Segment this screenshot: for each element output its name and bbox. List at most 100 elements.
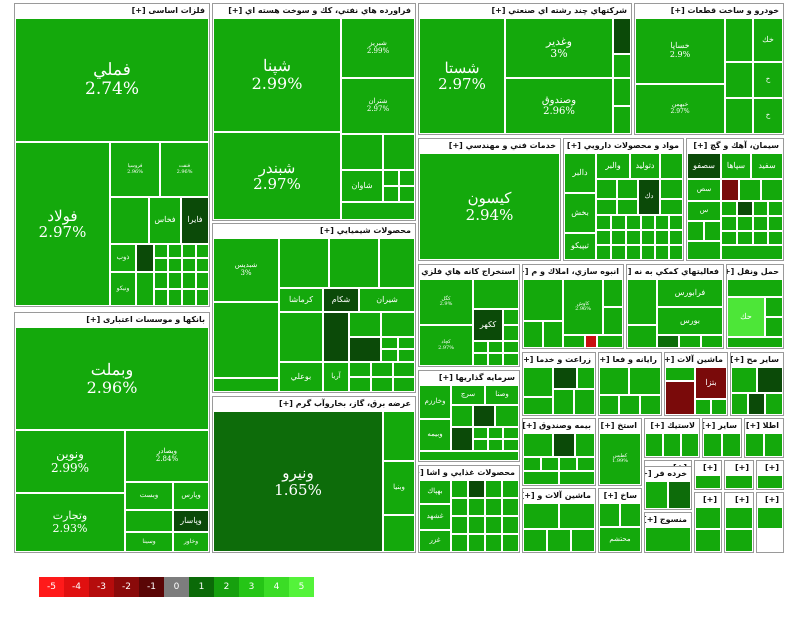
stock-tile[interactable] bbox=[725, 98, 753, 134]
stock-tile[interactable] bbox=[687, 241, 721, 260]
stock-tile[interactable] bbox=[523, 457, 541, 471]
stock-tile[interactable] bbox=[563, 335, 585, 348]
sector-basic-metals[interactable]: فلزات اساسی [+] فملي 2.74% فولاد 2.97% ف… bbox=[14, 3, 210, 307]
sector-engineering[interactable]: خدمات فني و مهندسي [+] كيسون 2.94% bbox=[418, 138, 561, 261]
stock-tile[interactable]: وسينا bbox=[125, 532, 173, 552]
stock-tile[interactable] bbox=[559, 503, 595, 529]
stock-tile[interactable] bbox=[213, 378, 279, 392]
stock-tile[interactable] bbox=[571, 529, 595, 552]
stock-tile[interactable]: فنفت 2.96% bbox=[160, 142, 209, 197]
stock-tile[interactable]: حك bbox=[727, 297, 765, 337]
stock-tile[interactable] bbox=[154, 289, 168, 306]
stock-tile[interactable] bbox=[182, 244, 196, 258]
stock-tile[interactable] bbox=[371, 377, 393, 392]
stock-tile[interactable]: وبست bbox=[125, 482, 173, 510]
stock-tile[interactable] bbox=[599, 395, 619, 415]
stock-tile[interactable] bbox=[468, 534, 485, 552]
stock-tile[interactable] bbox=[765, 317, 783, 337]
stock-tile[interactable] bbox=[574, 389, 595, 415]
stock-tile[interactable] bbox=[349, 362, 371, 377]
stock-tile[interactable] bbox=[679, 335, 701, 348]
stock-tile[interactable]: س bbox=[687, 201, 721, 221]
stock-tile[interactable] bbox=[768, 201, 783, 216]
stock-tile[interactable] bbox=[323, 312, 349, 362]
stock-tile[interactable] bbox=[655, 245, 669, 260]
stock-tile[interactable] bbox=[645, 433, 663, 457]
stock-tile[interactable] bbox=[731, 393, 748, 415]
stock-tile[interactable] bbox=[725, 475, 753, 489]
stock-tile[interactable] bbox=[640, 395, 661, 415]
stock-tile[interactable]: شاوان bbox=[341, 170, 383, 202]
stock-tile[interactable] bbox=[381, 312, 415, 337]
stock-tile[interactable] bbox=[721, 245, 783, 260]
sector-insurance[interactable]: بيمه وصندوق [+] bbox=[522, 418, 596, 486]
stock-tile[interactable] bbox=[665, 367, 695, 381]
sector-title[interactable]: محصولات غذايي و اشا [+] bbox=[419, 466, 519, 480]
stock-tile[interactable]: سصفو bbox=[687, 153, 721, 179]
stock-tile[interactable] bbox=[451, 534, 468, 552]
stock-tile[interactable] bbox=[341, 202, 415, 220]
stock-tile[interactable] bbox=[553, 367, 577, 389]
stock-tile[interactable] bbox=[502, 498, 519, 516]
stock-tile[interactable]: تيپيكو bbox=[564, 233, 596, 260]
stock-tile[interactable] bbox=[495, 405, 519, 427]
stock-tile[interactable] bbox=[523, 529, 547, 552]
sector-title[interactable]: رايانه و فعا [+] bbox=[599, 353, 661, 367]
stock-tile[interactable] bbox=[451, 516, 468, 534]
stock-tile[interactable] bbox=[620, 503, 641, 527]
stock-tile[interactable]: بوعلي bbox=[279, 362, 323, 392]
stock-tile[interactable] bbox=[379, 238, 415, 288]
stock-tile[interactable] bbox=[764, 433, 783, 457]
stock-tile[interactable]: وبنيا bbox=[383, 461, 415, 515]
sector-small[interactable]: [+] bbox=[724, 492, 754, 553]
stock-tile[interactable] bbox=[655, 230, 669, 245]
stock-tile[interactable]: شبريز 2.99% bbox=[341, 18, 415, 78]
stock-tile[interactable] bbox=[473, 279, 519, 309]
stock-tile[interactable] bbox=[669, 230, 683, 245]
sector-title[interactable]: زراعت و خدما [+] bbox=[523, 353, 595, 367]
sector-title[interactable]: لاستيك [+] bbox=[645, 419, 699, 433]
stock-tile[interactable]: ذوب bbox=[110, 244, 136, 272]
stock-tile[interactable] bbox=[468, 498, 485, 516]
stock-tile[interactable]: كيسون 2.94% bbox=[419, 153, 560, 260]
stock-tile[interactable] bbox=[488, 427, 503, 439]
stock-tile[interactable] bbox=[626, 230, 641, 245]
stock-tile[interactable]: بهپاك bbox=[419, 480, 451, 504]
sector-small[interactable]: [+] bbox=[756, 460, 784, 490]
stock-tile[interactable] bbox=[196, 258, 209, 272]
stock-tile[interactable]: فملي 2.74% bbox=[15, 18, 209, 142]
sector-title[interactable]: [+] bbox=[725, 493, 753, 507]
stock-tile[interactable] bbox=[502, 534, 519, 552]
stock-tile[interactable] bbox=[503, 439, 519, 451]
stock-tile[interactable] bbox=[196, 244, 209, 258]
sector-title[interactable]: خودرو و ساخت قطعات [+] bbox=[635, 4, 783, 18]
stock-tile[interactable]: شبندر 2.97% bbox=[213, 132, 341, 220]
stock-tile[interactable] bbox=[596, 179, 617, 199]
sector-title[interactable]: اطلا [+] bbox=[745, 419, 783, 433]
stock-tile[interactable] bbox=[727, 279, 783, 297]
stock-tile[interactable] bbox=[523, 321, 543, 348]
stock-tile[interactable] bbox=[541, 457, 559, 471]
stock-tile[interactable] bbox=[383, 515, 415, 552]
stock-tile[interactable] bbox=[473, 427, 488, 439]
stock-tile[interactable] bbox=[168, 272, 182, 289]
stock-tile[interactable] bbox=[665, 381, 695, 415]
stock-tile[interactable] bbox=[398, 349, 415, 362]
stock-tile[interactable]: شبديس 3% bbox=[213, 238, 279, 302]
stock-tile[interactable]: ككهر bbox=[473, 309, 503, 341]
stock-tile[interactable]: خك bbox=[753, 18, 783, 62]
stock-tile[interactable] bbox=[768, 231, 783, 245]
stock-tile[interactable] bbox=[485, 516, 502, 534]
stock-tile[interactable] bbox=[559, 457, 577, 471]
stock-tile[interactable] bbox=[668, 481, 691, 509]
stock-tile[interactable]: خساپا 2.9% bbox=[635, 18, 725, 84]
stock-tile[interactable] bbox=[596, 215, 611, 230]
stock-tile[interactable] bbox=[523, 471, 559, 485]
sector-title[interactable]: [+] bbox=[695, 493, 721, 507]
stock-tile[interactable]: سرچ bbox=[451, 385, 485, 405]
stock-tile[interactable] bbox=[739, 179, 761, 201]
sector-oil-products[interactable]: فراورده هاي نفتي، كك و سوخت هسته اي [+] … bbox=[212, 3, 416, 221]
stock-tile[interactable] bbox=[543, 321, 563, 348]
stock-tile[interactable] bbox=[110, 197, 149, 244]
stock-tile[interactable] bbox=[168, 289, 182, 306]
